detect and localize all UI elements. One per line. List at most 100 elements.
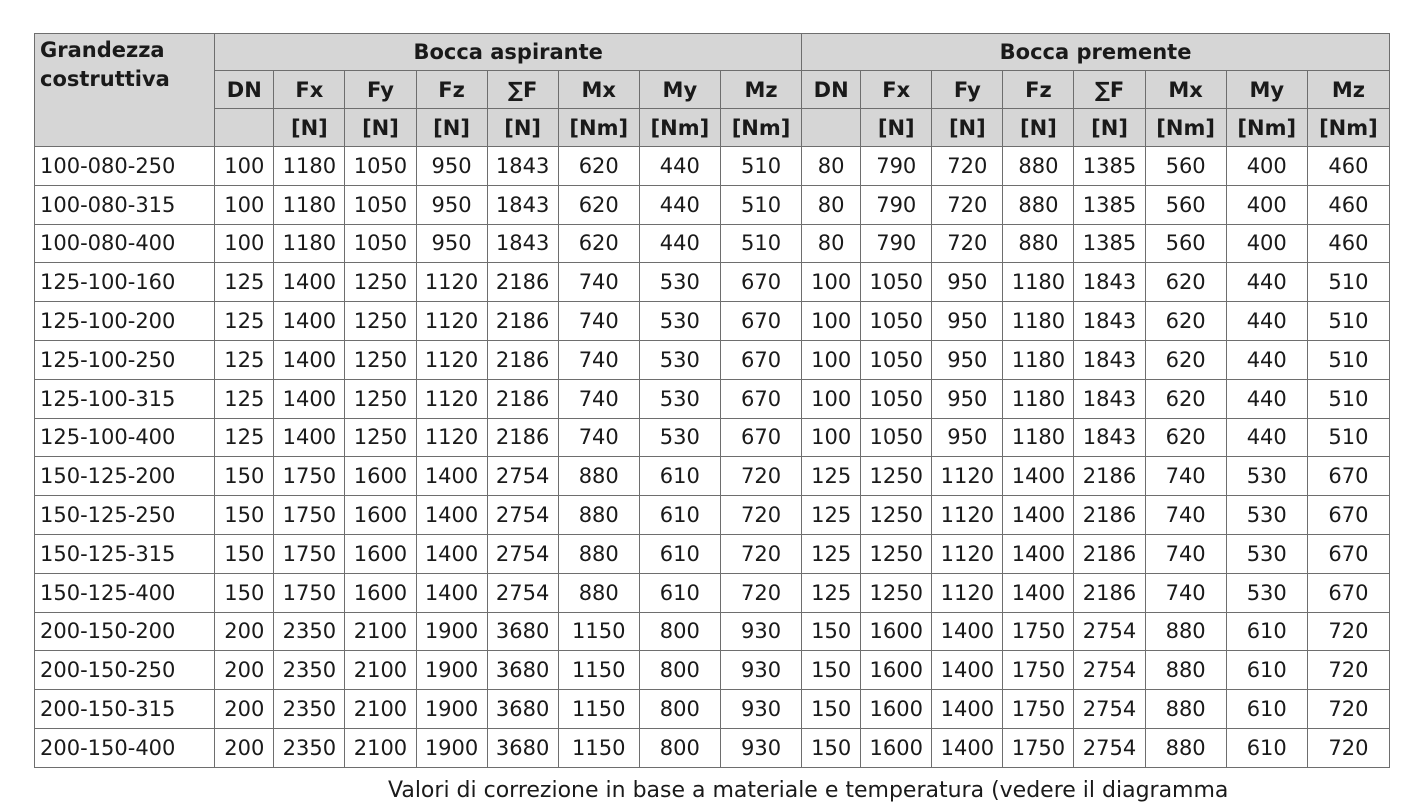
- value-cell: 150: [214, 495, 275, 535]
- size-cell: 200-150-400: [33, 727, 216, 768]
- value-cell: 1385: [1073, 223, 1146, 264]
- value-cell: 800: [638, 689, 721, 729]
- value-cell: 1120: [931, 533, 1004, 574]
- value-cell: 610: [638, 533, 721, 574]
- value-cell: 880: [1144, 727, 1227, 768]
- value-cell: 2186: [486, 339, 559, 380]
- value-cell: 1180: [273, 184, 346, 225]
- value-cell: 150: [801, 650, 862, 691]
- value-cell: 1600: [860, 650, 933, 691]
- value-cell: 1385: [1073, 146, 1146, 186]
- value-cell: 1750: [1002, 689, 1075, 729]
- value-cell: 670: [1306, 456, 1391, 497]
- header-row-columns: DN Fx Fy Fz ∑F Mx My Mz DN Fx Fy Fz ∑F Mx My Mz: [35, 70, 1391, 109]
- value-cell: 720: [719, 533, 803, 574]
- value-cell: 80: [801, 146, 862, 186]
- column-header: Mx: [1144, 70, 1227, 109]
- value-cell: 460: [1306, 184, 1391, 225]
- value-cell: 1750: [1002, 611, 1075, 652]
- value-cell: 1843: [1073, 378, 1146, 419]
- unit-header: [N]: [344, 108, 417, 147]
- value-cell: 670: [719, 301, 803, 341]
- value-cell: 125: [214, 339, 275, 380]
- value-cell: 125: [801, 572, 862, 613]
- value-cell: 200: [214, 727, 275, 768]
- value-cell: 1050: [860, 417, 933, 458]
- value-cell: 150: [214, 533, 275, 574]
- size-cell: 100-080-315: [33, 184, 216, 225]
- value-cell: 100: [801, 378, 862, 419]
- size-cell: 125-100-250: [33, 339, 216, 380]
- size-cell: 100-080-250: [33, 146, 216, 186]
- value-cell: 1750: [273, 572, 346, 613]
- value-cell: 1250: [344, 262, 417, 303]
- value-cell: 950: [415, 146, 488, 186]
- value-cell: 1120: [931, 495, 1004, 535]
- value-cell: 1400: [1002, 533, 1075, 574]
- value-cell: 880: [1002, 223, 1075, 264]
- value-cell: 620: [557, 223, 640, 264]
- table-header: Grandezza costruttiva Bocca aspirante Bo…: [33, 33, 1391, 147]
- value-cell: 2100: [344, 727, 417, 768]
- value-cell: 950: [415, 184, 488, 225]
- column-header: My: [638, 70, 721, 109]
- value-cell: 100: [214, 146, 275, 186]
- value-cell: 1400: [415, 456, 488, 497]
- value-cell: 800: [638, 611, 721, 652]
- table-row: 100-080-315 100 1180 1050 950 1843 620 440 510 80…: [33, 184, 1391, 225]
- value-cell: 1843: [486, 146, 559, 186]
- value-cell: 720: [1306, 611, 1391, 652]
- value-cell: 2754: [1073, 689, 1146, 729]
- value-cell: 560: [1144, 223, 1227, 264]
- value-cell: 150: [801, 611, 862, 652]
- value-cell: 530: [1225, 572, 1308, 613]
- value-cell: 2186: [1073, 495, 1146, 535]
- value-cell: 1843: [486, 184, 559, 225]
- unit-header: [Nm]: [719, 108, 803, 147]
- value-cell: 880: [1144, 689, 1227, 729]
- value-cell: 1843: [1073, 301, 1146, 341]
- table-row: 125-100-250 125 1400 1250 1120 2186 740 530 670 1…: [33, 339, 1391, 380]
- value-cell: 2754: [486, 495, 559, 535]
- group-header-discharge: Bocca premente: [801, 33, 1390, 71]
- table-row: 150-125-200 150 1750 1600 1400 2754 880 610 720 1…: [33, 456, 1391, 497]
- value-cell: 740: [557, 262, 640, 303]
- column-header: Fy: [931, 70, 1004, 109]
- unit-header: [N]: [415, 108, 488, 147]
- value-cell: 1050: [344, 146, 417, 186]
- value-cell: 800: [638, 650, 721, 691]
- header-row-groups: Grandezza costruttiva Bocca aspirante Bo…: [33, 33, 1390, 147]
- value-cell: 720: [719, 456, 803, 497]
- value-cell: 1400: [931, 650, 1004, 691]
- value-cell: 880: [1002, 184, 1075, 225]
- header-row-units: [N] [N] [N] [N] [Nm] [Nm] [Nm] [N] [N] [N] [N] [Nm]…: [35, 108, 1391, 147]
- value-cell: 1250: [344, 378, 417, 419]
- value-cell: 620: [557, 146, 640, 186]
- table-body: 100-080-250 100 1180 1050 950 1843 620 440 510 80…: [33, 146, 1391, 768]
- value-cell: 800: [638, 727, 721, 768]
- column-header: Fx: [273, 70, 346, 109]
- value-cell: 1900: [415, 689, 488, 729]
- value-cell: 880: [557, 533, 640, 574]
- value-cell: 1600: [860, 689, 933, 729]
- value-cell: 720: [931, 184, 1004, 225]
- unit-header: [Nm]: [1225, 108, 1308, 147]
- size-cell: 200-150-315: [33, 689, 216, 729]
- value-cell: 1180: [1002, 378, 1075, 419]
- value-cell: 620: [557, 184, 640, 225]
- value-cell: 125: [801, 533, 862, 574]
- value-cell: 1400: [931, 689, 1004, 729]
- value-cell: 2100: [344, 611, 417, 652]
- value-cell: 950: [415, 223, 488, 264]
- table-row: 100-080-250 100 1180 1050 950 1843 620 440 510 80…: [33, 146, 1391, 186]
- size-cell: 150-125-315: [33, 533, 216, 574]
- table-row: 125-100-315 125 1400 1250 1120 2186 740 530 670 1…: [33, 378, 1391, 419]
- value-cell: 610: [638, 572, 721, 613]
- value-cell: 930: [719, 727, 803, 768]
- value-cell: 440: [1225, 417, 1308, 458]
- value-cell: 530: [638, 262, 721, 303]
- value-cell: 670: [719, 339, 803, 380]
- value-cell: 2186: [1073, 572, 1146, 613]
- value-cell: 2186: [1073, 533, 1146, 574]
- value-cell: 460: [1306, 146, 1391, 186]
